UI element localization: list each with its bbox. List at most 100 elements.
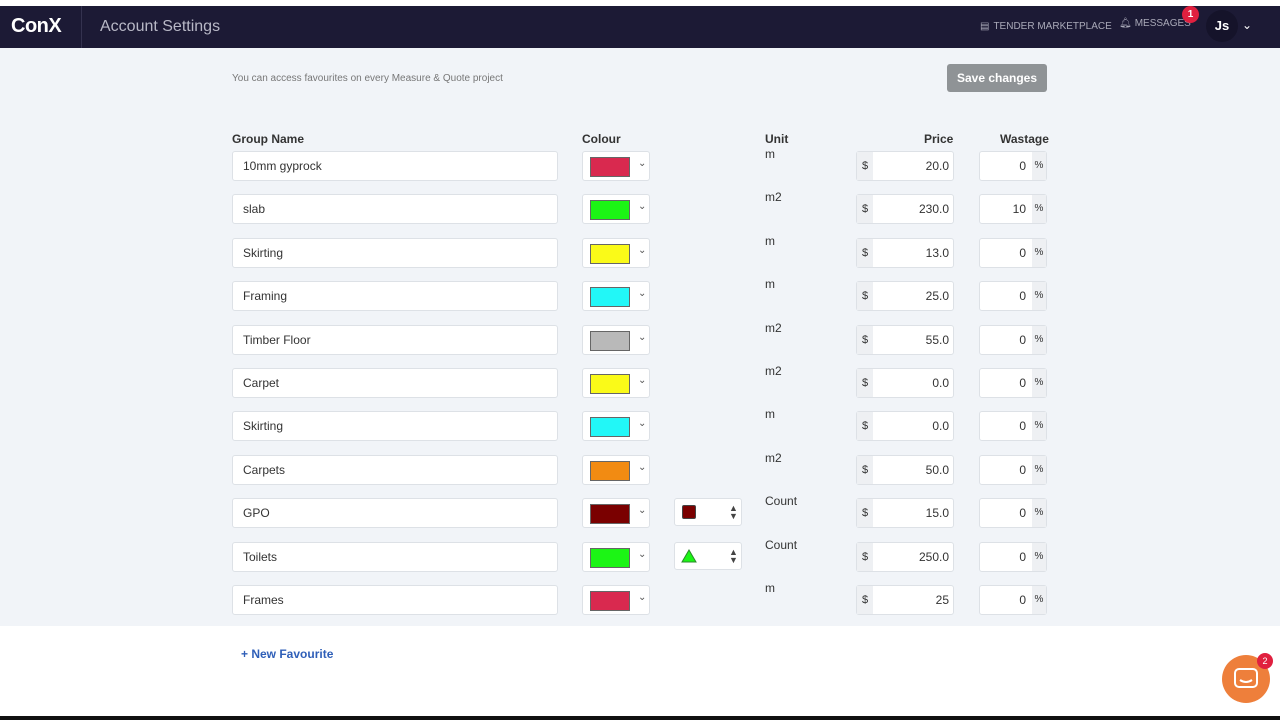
favourite-row: slab ⌄ m2 $230.0 10% — [0, 190, 1280, 225]
colour-swatch — [590, 374, 630, 394]
triangle-shape-icon — [681, 548, 697, 563]
chevron-down-icon[interactable]: ⌄ — [1242, 18, 1253, 32]
new-favourite-link[interactable]: + New Favourite — [241, 647, 334, 661]
wastage-input[interactable]: 0% — [979, 281, 1047, 312]
colour-select[interactable]: ⌄ — [582, 411, 650, 442]
conx-logo[interactable]: ConX — [11, 15, 62, 37]
wastage-input[interactable]: 0% — [979, 585, 1047, 615]
wastage-input[interactable]: 0% — [979, 368, 1047, 398]
chevron-down-icon: ⌄ — [638, 244, 647, 256]
wastage-input[interactable]: 0% — [979, 151, 1047, 181]
price-input[interactable]: $20.0 — [856, 151, 954, 181]
chevron-down-icon: ⌄ — [638, 201, 647, 213]
group-name-input[interactable]: Timber Floor — [232, 324, 558, 355]
unit-label: m — [765, 233, 775, 248]
chevron-down-icon: ⌄ — [638, 461, 647, 473]
wastage-input[interactable]: 0% — [979, 541, 1047, 572]
tender-label: TENDER MARKETPLACE — [993, 21, 1112, 32]
unit-label: m — [765, 147, 775, 161]
wastage-value: 0 — [1019, 419, 1026, 434]
price-input[interactable]: $0.0 — [856, 368, 954, 398]
unit-label: m — [765, 581, 775, 595]
group-name-input[interactable]: GPO — [232, 498, 558, 529]
group-name-input[interactable]: Skirting — [232, 411, 558, 442]
unit-label: m2 — [765, 450, 782, 465]
group-name-input[interactable]: Carpets — [232, 454, 558, 485]
percent-label: % — [1032, 542, 1046, 571]
chat-badge: 2 — [1257, 653, 1273, 669]
colour-select[interactable]: ⌄ — [582, 454, 650, 485]
wastage-input[interactable]: 0% — [979, 498, 1047, 529]
price-input[interactable]: $55.0 — [856, 324, 954, 355]
colour-select[interactable]: ⌄ — [582, 541, 650, 572]
avatar[interactable]: Js — [1206, 10, 1238, 42]
wastage-input[interactable]: 0% — [979, 411, 1047, 442]
group-name-input[interactable]: Skirting — [232, 237, 558, 268]
favourite-row: Toilets ⌄ ▲ ▼ Count $250.0 0% — [0, 538, 1280, 572]
wastage-value: 0 — [1019, 549, 1026, 564]
sort-arrows-icon: ▲ ▼ — [729, 546, 738, 565]
messages-label: MESSAGES — [1134, 18, 1191, 29]
price-input[interactable]: $13.0 — [856, 237, 954, 268]
price-value: 0.0 — [932, 419, 949, 434]
wastage-input[interactable]: 0% — [979, 237, 1047, 268]
save-changes-button[interactable]: Save changes — [947, 64, 1047, 92]
price-input[interactable]: $50.0 — [856, 454, 954, 485]
currency-label: $ — [857, 282, 873, 311]
wastage-input[interactable]: 10% — [979, 194, 1047, 225]
group-name-input[interactable]: Toilets — [232, 541, 558, 572]
bottom-edge — [0, 716, 1280, 720]
price-input[interactable]: $230.0 — [856, 194, 954, 225]
colour-select[interactable]: ⌄ — [582, 324, 650, 355]
wastage-input[interactable]: 0% — [979, 324, 1047, 355]
colour-select[interactable]: ⌄ — [582, 281, 650, 312]
shape-select[interactable]: ▲ ▼ — [674, 541, 742, 570]
price-input[interactable]: $0.0 — [856, 411, 954, 442]
group-name-input[interactable]: Frames — [232, 585, 558, 615]
app-header: ConX Account Settings ▤ TENDER MARKETPLAC… — [0, 6, 1280, 48]
unit-label: Count — [765, 537, 798, 552]
colour-swatch — [590, 504, 630, 525]
group-name-input[interactable]: Carpet — [232, 368, 558, 398]
colour-select[interactable]: ⌄ — [582, 151, 650, 181]
favourite-row: Framing ⌄ m $25.0 0% — [0, 277, 1280, 312]
shape-select[interactable]: ▲ ▼ — [674, 498, 742, 527]
price-value: 13.0 — [925, 245, 949, 260]
group-name-input[interactable]: 10mm gyprock — [232, 151, 558, 181]
favourite-row: GPO ⌄ ▲ ▼ Count $15.0 0% — [0, 494, 1280, 529]
colour-select[interactable]: ⌄ — [582, 498, 650, 529]
price-input[interactable]: $15.0 — [856, 498, 954, 529]
group-name-input[interactable]: slab — [232, 194, 558, 225]
colour-select[interactable]: ⌄ — [582, 237, 650, 268]
page-title: Account Settings — [100, 18, 221, 35]
chevron-down-icon: ⌄ — [638, 548, 647, 560]
price-value: 15.0 — [925, 506, 949, 521]
unit-label: m — [765, 277, 775, 292]
square-shape-icon — [682, 505, 696, 520]
tender-marketplace-link[interactable]: ▤ TENDER MARKETPLACE — [980, 21, 1112, 32]
group-name-input[interactable]: Framing — [232, 281, 558, 312]
currency-label: $ — [857, 542, 873, 571]
favourite-row: Timber Floor ⌄ m2 $55.0 0% — [0, 321, 1280, 355]
wastage-input[interactable]: 0% — [979, 454, 1047, 485]
colour-select[interactable]: ⌄ — [582, 585, 650, 615]
price-input[interactable]: $25 — [856, 585, 954, 615]
wastage-value: 0 — [1019, 332, 1026, 347]
store-icon: ▤ — [980, 21, 990, 32]
colour-swatch — [590, 330, 630, 351]
wastage-value: 10 — [1012, 202, 1026, 217]
currency-label: $ — [857, 195, 873, 224]
currency-label: $ — [857, 152, 873, 180]
chevron-down-icon: ⌄ — [638, 288, 647, 300]
price-input[interactable]: $25.0 — [856, 281, 954, 312]
colour-select[interactable]: ⌄ — [582, 194, 650, 225]
header-wastage: Wastage — [1000, 132, 1049, 146]
price-input[interactable]: $250.0 — [856, 541, 954, 572]
messages-link[interactable]: 🔔︎ MESSAGES — [1119, 18, 1191, 29]
currency-label: $ — [857, 455, 873, 484]
favourites-hint: You can access favourites on every Measu… — [232, 73, 503, 84]
chevron-down-icon: ⌄ — [638, 331, 647, 343]
header-divider — [81, 6, 82, 48]
colour-select[interactable]: ⌄ — [582, 368, 650, 398]
colour-swatch — [590, 200, 630, 221]
